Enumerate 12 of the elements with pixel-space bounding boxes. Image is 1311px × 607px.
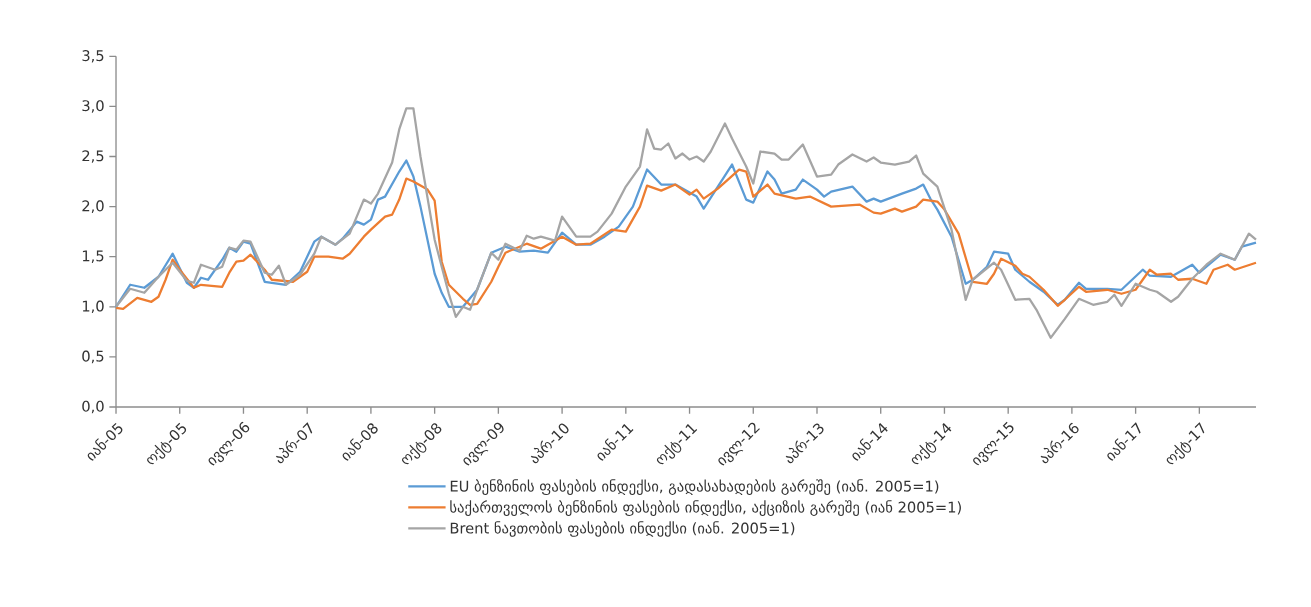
legend-label: Brent ნავთობის ფასების ინდექსი (იან. 2005=1)	[450, 521, 795, 537]
y-tick-label: 2,5	[82, 150, 104, 163]
line-series	[114, 107, 1258, 339]
y-tick-label: 2,0	[82, 200, 104, 213]
y-tick-label: 0,0	[82, 400, 104, 414]
y-tick-label: 0,5	[82, 350, 104, 364]
y-tick-label: 3,5	[82, 50, 104, 63]
y-tick-label: 1,5	[82, 250, 104, 263]
y-tick-label: 1,0	[82, 300, 104, 314]
legend-label: EU ბენზინის ფასების ინდექსი, გადასახადების გარეშე (იან. 2005=1)	[450, 479, 939, 495]
legend-label: საქართველოს ბენზინის ფასების ინდექსი, აქციზის გარეშე (იან 2005=1)	[450, 500, 961, 516]
y-tick-label: 3,0	[82, 100, 104, 113]
